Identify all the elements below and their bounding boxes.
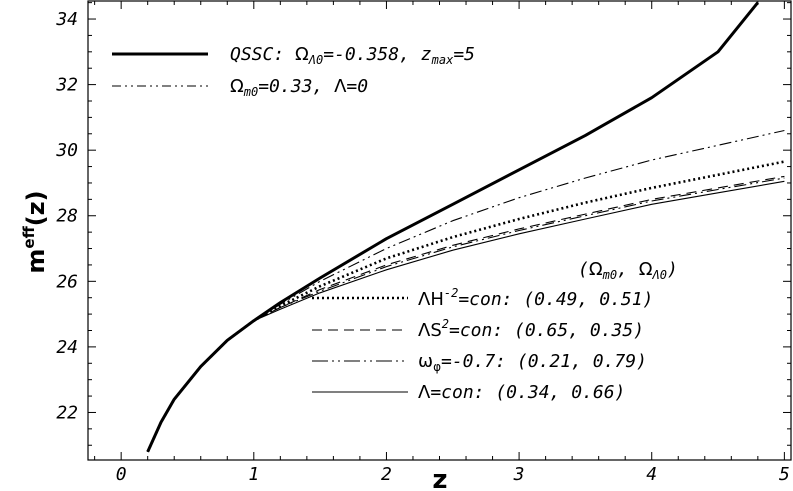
y-tick-label: 28 xyxy=(56,206,78,227)
y-tick-label: 32 xyxy=(55,75,78,96)
series-line xyxy=(146,160,785,453)
legend-top: QSSC: ΩΛ0=-0.358, zmax=5 Ωm0=0.33, Λ=0 xyxy=(112,44,475,99)
series-line xyxy=(146,1,759,453)
x-tick-label: 0 xyxy=(116,464,127,485)
y-axis-label-superscript: eff xyxy=(20,225,38,248)
series-lines xyxy=(146,1,785,453)
legend-bottom: (Ωm0, ΩΛ0) ΛH-2=con: (0.49, 0.51) ΛS2=co… xyxy=(312,259,678,403)
series-line xyxy=(147,180,785,453)
x-tick-label: 5 xyxy=(779,464,790,485)
legend-label-lambda-s: ΛS2=con: (0.65, 0.35) xyxy=(418,317,644,341)
x-tick-label: 4 xyxy=(646,464,657,485)
y-tick-label: 24 xyxy=(56,337,78,358)
series-line xyxy=(147,175,785,453)
y-tick-label: 34 xyxy=(55,9,78,30)
legend-label-lambda-con: Λ=con: (0.34, 0.66) xyxy=(418,382,625,403)
y-tick-label: 26 xyxy=(56,271,78,292)
x-tick-label: 2 xyxy=(381,464,392,485)
legend-label-qssc: QSSC: ΩΛ0=-0.358, zmax=5 xyxy=(230,44,475,67)
y-axis-label: meff(z) xyxy=(20,190,50,273)
legend-label-omega: ωφ=-0.7: (0.21, 0.79) xyxy=(418,351,647,374)
x-axis-label: z xyxy=(432,465,447,491)
y-tick-label: 30 xyxy=(55,140,78,161)
y-axis-label-suffix: (z) xyxy=(22,190,50,226)
y-tick-label: 22 xyxy=(56,402,78,423)
series-line xyxy=(147,177,785,453)
legend-label-lambda-h: ΛH-2=con: (0.49, 0.51) xyxy=(418,286,653,310)
x-tick-label: 3 xyxy=(513,464,525,485)
y-axis-label-main: m xyxy=(22,249,50,274)
x-tick-label: 1 xyxy=(248,464,259,485)
legend-label-matter: Ωm0=0.33, Λ=0 xyxy=(230,76,368,99)
legend-header: (Ωm0, ΩΛ0) xyxy=(578,259,678,282)
